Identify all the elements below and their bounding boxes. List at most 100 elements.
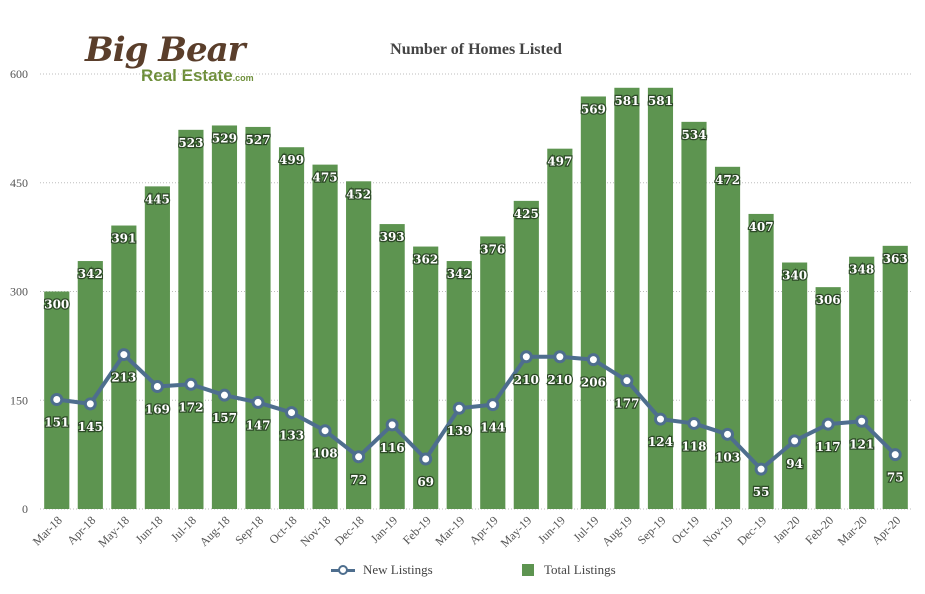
legend: New Listings Total Listings — [0, 562, 925, 582]
y-tick-label: 600 — [10, 67, 28, 81]
bar-value-label: 348 — [849, 263, 874, 277]
logo-suffix: .com — [232, 73, 254, 83]
line-point — [117, 348, 131, 362]
bar — [211, 125, 238, 509]
bar-value-label: 425 — [514, 207, 539, 221]
x-tick-label: Feb-19 — [400, 513, 434, 547]
line-point — [50, 393, 64, 407]
line-value-label: 177 — [614, 397, 639, 411]
x-tick-label: Jun-19 — [535, 513, 568, 546]
line-value-label: 210 — [547, 373, 572, 387]
legend-item-total-listings[interactable]: Total Listings — [522, 562, 616, 578]
bar — [245, 126, 271, 510]
x-tick-label: Mar-19 — [432, 513, 467, 548]
bar — [144, 186, 170, 509]
line-value-label: 145 — [78, 420, 103, 434]
bar — [413, 246, 439, 510]
bar-value-label: 306 — [816, 293, 841, 307]
line-point — [855, 414, 869, 428]
x-tick-label: Oct-18 — [266, 513, 299, 546]
x-tick-label: Jul-18 — [168, 513, 199, 544]
line-point — [452, 401, 466, 415]
x-tick-label: Jan-19 — [368, 513, 401, 546]
x-tick-label: Jul-19 — [570, 513, 601, 544]
bar-value-label: 342 — [78, 267, 103, 281]
logo-subtitle-text: Real Estate — [141, 66, 233, 85]
bar-value-label: 569 — [581, 102, 606, 116]
logo-subtitle: Real Estate.com — [141, 66, 254, 86]
bar — [178, 129, 204, 509]
bar — [681, 121, 707, 509]
x-tick-label: Jun-18 — [133, 513, 166, 546]
bar — [714, 166, 741, 510]
line-value-label: 72 — [350, 473, 367, 487]
x-tick-label: Nov-18 — [297, 513, 333, 549]
bar — [77, 261, 103, 509]
line-value-label: 103 — [715, 450, 740, 464]
bar — [815, 287, 841, 509]
x-tick-label: Oct-19 — [669, 513, 702, 546]
x-tick-label: Apr-18 — [64, 513, 98, 547]
line-point — [620, 374, 634, 388]
line-value-label: 108 — [313, 447, 338, 461]
chart-title: Number of Homes Listed — [390, 41, 562, 58]
bar-value-label: 581 — [648, 94, 673, 108]
bar-value-label: 363 — [883, 252, 908, 266]
line-value-label: 169 — [145, 402, 170, 416]
line-point — [385, 418, 399, 432]
bar-value-label: 475 — [313, 171, 338, 185]
line-point — [285, 406, 299, 420]
y-tick-label: 0 — [22, 502, 28, 516]
x-tick-label: Dec-19 — [734, 513, 769, 548]
bar-value-label: 340 — [782, 269, 807, 283]
line-point — [150, 379, 164, 393]
bar-value-label: 529 — [212, 131, 237, 145]
bar-value-label: 523 — [178, 136, 203, 150]
bar — [882, 245, 908, 509]
line-point — [653, 412, 667, 426]
bar — [580, 96, 606, 509]
line-point — [888, 448, 902, 462]
line-value-label: 75 — [887, 471, 904, 485]
x-tick-label: Sep-19 — [635, 513, 669, 547]
legend-label-total-listings: Total Listings — [544, 562, 616, 577]
logo: Big Bear Real Estate.com — [85, 30, 260, 90]
bar-value-label: 362 — [413, 253, 438, 267]
x-tick-label: Apr-19 — [467, 513, 501, 547]
line-point — [821, 417, 835, 431]
line-point — [519, 350, 533, 364]
bar — [446, 261, 472, 509]
line-point — [83, 397, 97, 411]
bar-value-label: 472 — [715, 173, 740, 187]
bar-value-label: 376 — [480, 242, 505, 256]
line-value-label: 124 — [648, 435, 673, 449]
x-tick-label: Dec-18 — [332, 513, 367, 548]
line-value-label: 55 — [753, 485, 770, 499]
bar-value-label: 445 — [145, 192, 170, 206]
bar-value-label: 499 — [279, 153, 304, 167]
legend-item-new-listings[interactable]: New Listings — [331, 562, 433, 578]
line-value-label: 206 — [581, 376, 606, 390]
bar-value-label: 391 — [111, 232, 136, 246]
logo-script: Big Bear — [85, 30, 246, 70]
bar — [547, 148, 573, 510]
x-tick-label: Sep-18 — [232, 513, 266, 547]
line-point — [721, 427, 735, 441]
bar-value-label: 393 — [380, 230, 405, 244]
x-tick-label: Nov-19 — [700, 513, 736, 549]
bar — [480, 236, 506, 509]
bar — [379, 224, 405, 509]
x-tick-label: Mar-18 — [30, 513, 65, 548]
line-value-label: 172 — [178, 400, 203, 414]
line-value-label: 118 — [681, 439, 706, 453]
line-value-label: 139 — [447, 424, 472, 438]
x-tick-label: Aug-18 — [197, 513, 233, 549]
x-tick-label: May-19 — [498, 513, 535, 550]
bar-swatch-icon — [522, 564, 534, 576]
line-value-label: 144 — [480, 421, 505, 435]
legend-label-new-listings: New Listings — [363, 562, 433, 577]
x-tick-label: Apr-20 — [869, 513, 903, 547]
bar-value-label: 527 — [245, 133, 270, 147]
y-tick-label: 300 — [10, 285, 28, 299]
bar — [278, 147, 305, 509]
